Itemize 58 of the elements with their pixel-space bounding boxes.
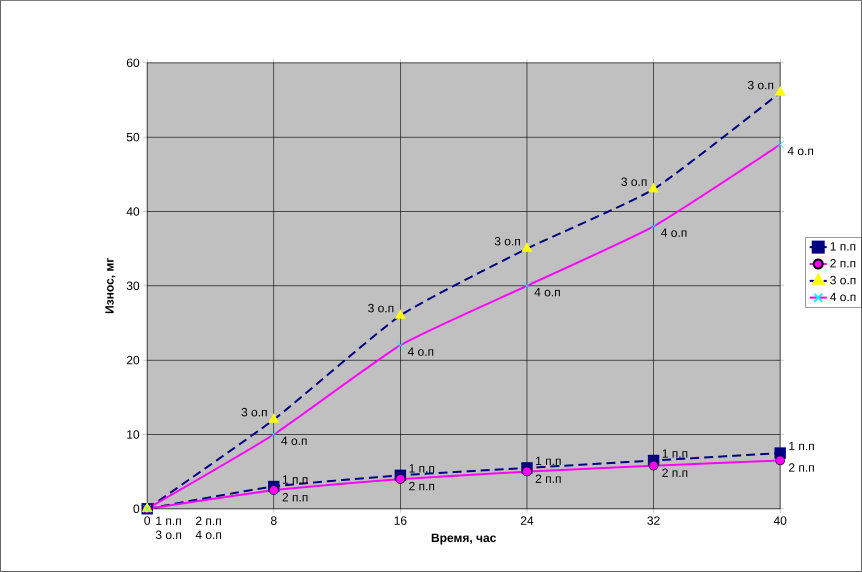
y-tick-label: 20 [126,356,140,364]
y-tick-label: 50 [126,132,140,142]
text: 4 о.п [408,347,434,356]
legend-label: 3 о.п [830,276,856,284]
text: 3 о.п [621,177,647,186]
x-tick-label: 24 [520,516,534,525]
text: 2 п.п [536,474,561,483]
text: 1 п.п [409,464,434,472]
point [522,466,532,476]
point [648,460,658,470]
text: 4 о.п [281,436,307,446]
point [268,413,280,423]
x-tick-label: 40 [774,516,786,525]
text: 1 п.п [156,516,181,525]
point [776,140,784,149]
text: 1 п.п [282,475,308,484]
text: 3 о.п [368,304,394,312]
text: 4 о.п [196,530,222,539]
text: 4 о.п [661,228,686,237]
x-tick-label: 0 [144,516,150,525]
text: 1 п.п [789,442,814,450]
y-tick-label: 60 [126,58,140,68]
text: 2 п.п [409,482,434,490]
y-tick-label: 40 [126,207,140,216]
y-tick-label: 30 [126,282,140,290]
text: 3 о.п [242,408,267,416]
text: 2 п.п [788,463,814,472]
text: 1 п.п [662,449,688,458]
point [394,309,406,319]
x-axis-title: Время, час [432,534,496,544]
point [774,86,786,96]
point [649,222,658,231]
legend-label: 2 п.п [830,259,856,268]
y-tick-label: 0 [133,504,140,514]
text: 4 о.п [534,288,560,296]
legend-label: 4 о.п [830,292,856,302]
text: 1 п.п [536,456,561,466]
text: 4 о.п [788,146,814,156]
point [396,341,405,350]
text: 3 о.п [156,530,182,540]
text: 2 п.п [196,516,221,525]
text: 2 п.п [282,493,308,502]
x-tick-label: 16 [394,516,407,525]
legend-label: 1 п.п [830,242,856,251]
point [396,474,406,484]
y-axis-title: Износ, мг [105,258,116,314]
x-tick-label: 8 [270,516,277,525]
text: 3 о.п [494,236,520,246]
text: 2 п.п [662,468,688,477]
x-tick-label: 32 [647,516,660,525]
point [268,485,279,496]
point [270,430,278,439]
point [522,282,532,290]
point [522,242,532,252]
point [775,456,785,466]
text: 3 о.п [748,80,774,90]
y-tick-label: 10 [127,430,140,439]
point [648,182,659,192]
